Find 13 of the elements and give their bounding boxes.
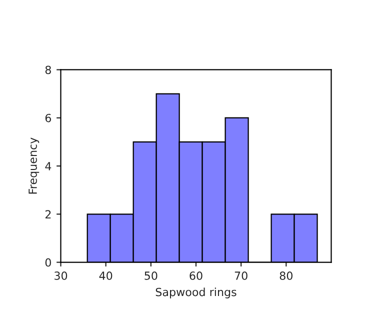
- x-tick-label: 70: [234, 272, 248, 280]
- x-tick-label: 50: [144, 272, 158, 280]
- x-tick-label: 60: [190, 272, 202, 280]
- y-tick-label: 8: [45, 66, 51, 74]
- y-tick-label: 0: [45, 258, 51, 267]
- x-tick-label: 40: [99, 272, 112, 280]
- y-tick-label: 2: [45, 210, 51, 218]
- y-tick-label: 6: [45, 114, 52, 122]
- y-tick-label: 4: [45, 162, 52, 170]
- x-tick-label: 30: [54, 272, 68, 280]
- x-axis-title: Sapwood rings: [156, 288, 236, 298]
- y-axis-title: Frequency: [28, 138, 40, 194]
- x-tick-label: 80: [280, 272, 292, 280]
